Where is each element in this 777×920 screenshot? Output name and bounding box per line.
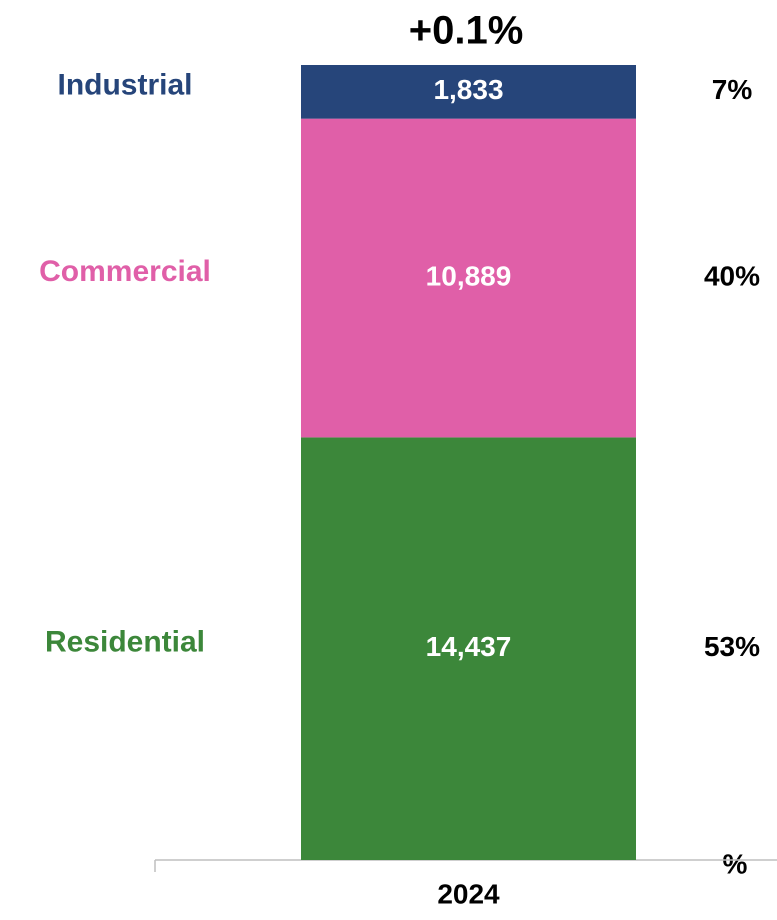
value-label: 10,889 bbox=[426, 260, 512, 291]
annotation: +0.1% bbox=[409, 9, 524, 53]
value-label: 14,437 bbox=[426, 631, 512, 662]
legend-label: Residential bbox=[45, 626, 205, 659]
share-label: 40% bbox=[704, 260, 760, 291]
legend-label: Commercial bbox=[39, 255, 211, 288]
bar-segment bbox=[301, 118, 636, 438]
legend-label: Industrial bbox=[57, 69, 192, 102]
value-label: 1,833 bbox=[433, 74, 503, 105]
share-label: 7% bbox=[712, 74, 753, 105]
x-tick-label: 2024 bbox=[437, 878, 500, 909]
bar-segment bbox=[301, 437, 636, 860]
share-header: % bbox=[723, 848, 748, 879]
share-label: 53% bbox=[704, 631, 760, 662]
bar-segment bbox=[301, 65, 636, 119]
